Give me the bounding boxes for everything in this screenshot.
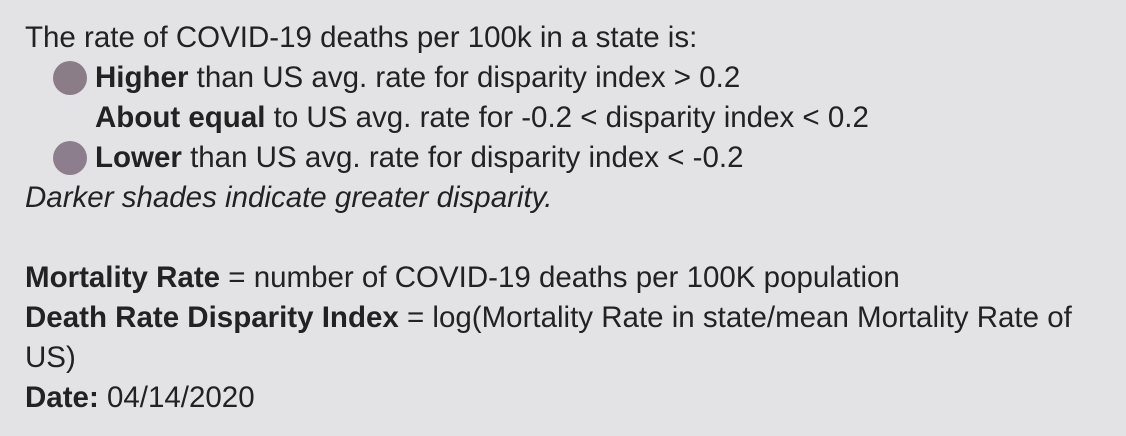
legend-item-higher: Higher than US avg. rate for disparity i…	[25, 58, 1126, 98]
legend-item-higher-bold: Higher	[95, 61, 189, 94]
legend-item-lower-bold: Lower	[95, 141, 182, 174]
lower-swatch-icon	[53, 141, 87, 175]
higher-swatch-icon	[53, 61, 87, 95]
legend-item-equal-bold: About equal	[95, 101, 266, 134]
legend-item-lower-rest: than US avg. rate for disparity index < …	[181, 141, 744, 174]
date-label: Date:	[25, 381, 99, 414]
disparity-def: = log(Mortality Rate in state/mean Morta…	[25, 301, 1072, 374]
legend-intro: The rate of COVID-19 deaths per 100k in …	[25, 21, 698, 54]
spacer	[25, 218, 1126, 258]
disparity-definition: Death Rate Disparity Index = log(Mortali…	[25, 298, 1120, 378]
mortality-def: = number of COVID-19 deaths per 100K pop…	[220, 261, 900, 294]
mortality-term: Mortality Rate	[25, 261, 221, 294]
disparity-term: Death Rate Disparity Index	[25, 301, 399, 334]
legend-note: Darker shades indicate greater disparity…	[25, 181, 553, 214]
legend-item-higher-text: Higher than US avg. rate for disparity i…	[95, 58, 740, 98]
legend-item-equal: About equal to US avg. rate for -0.2 < d…	[25, 98, 1126, 138]
legend-item-higher-rest: than US avg. rate for disparity index > …	[188, 61, 741, 94]
legend-item-lower-text: Lower than US avg. rate for disparity in…	[95, 138, 743, 178]
legend-item-lower: Lower than US avg. rate for disparity in…	[25, 138, 1126, 178]
mortality-definition: Mortality Rate = number of COVID-19 deat…	[25, 258, 1126, 298]
legend-item-equal-text: About equal to US avg. rate for -0.2 < d…	[95, 98, 869, 138]
date-line: Date: 04/14/2020	[25, 378, 1126, 418]
date-value: 04/14/2020	[98, 381, 255, 414]
legend-item-equal-rest: to US avg. rate for -0.2 < disparity ind…	[265, 101, 869, 134]
